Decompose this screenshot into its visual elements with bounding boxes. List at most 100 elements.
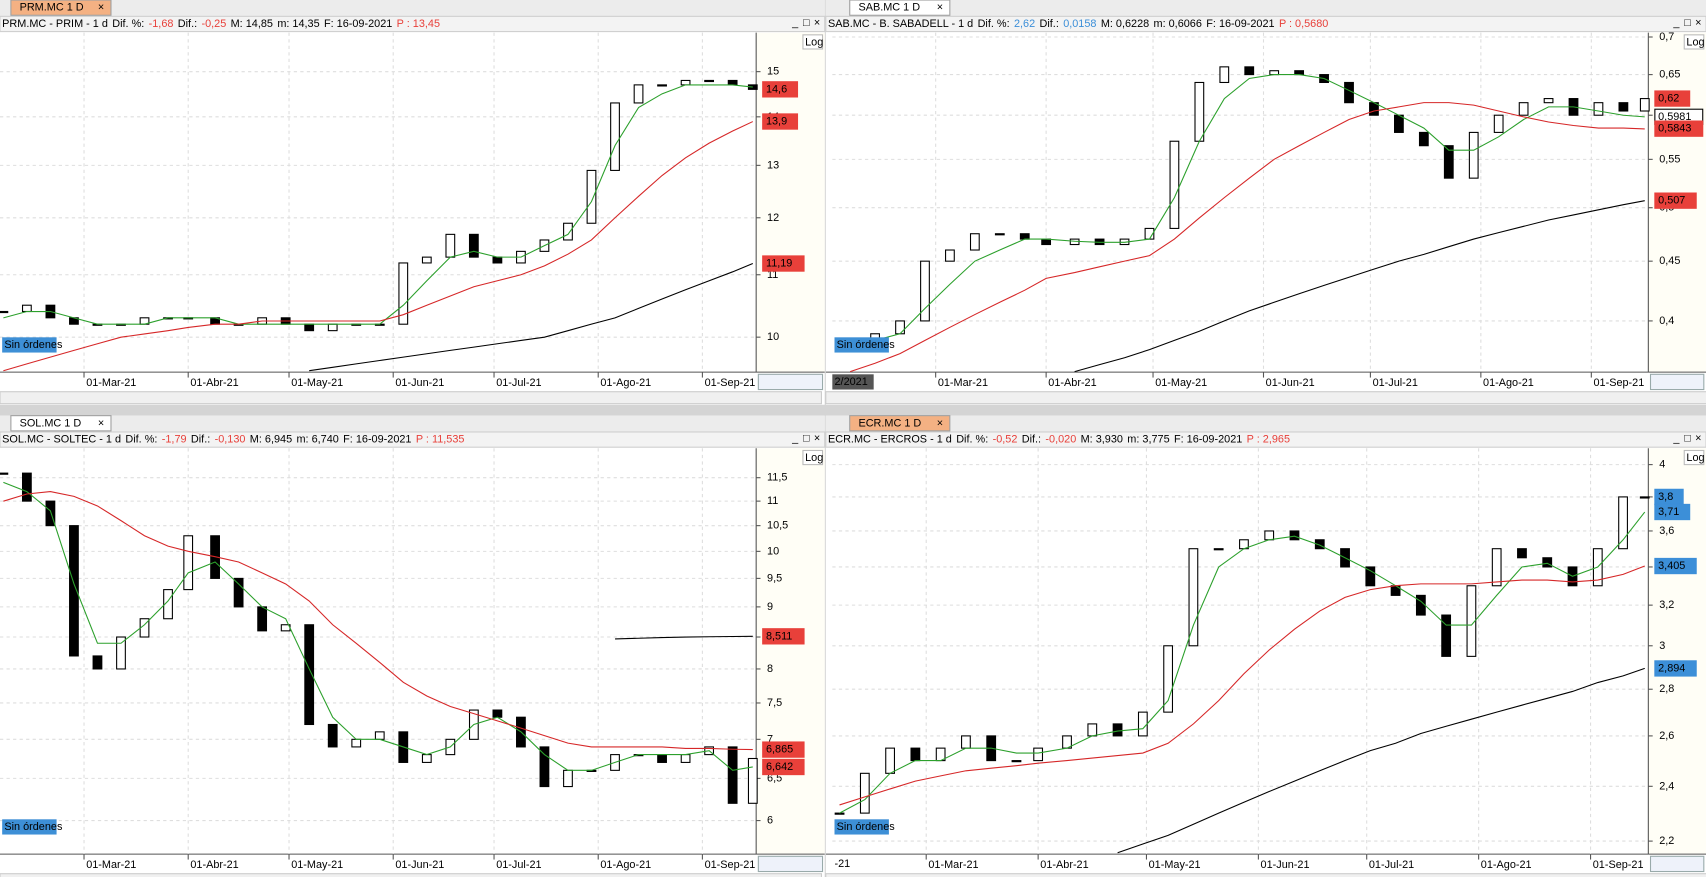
y-tick-label: 2,4 [1659,780,1674,792]
x-tick-label: 01-May-21 [291,377,343,389]
window-button[interactable]: × [1695,17,1701,29]
candle [1314,539,1325,550]
info-item: Dif. %: [978,18,1010,30]
info-item: m: 14,35 [277,18,319,30]
window-button[interactable]: □ [1684,17,1691,29]
candle [1112,723,1123,737]
window-button[interactable]: □ [803,17,810,29]
log-button[interactable] [1683,34,1705,50]
tab-close: × [937,2,943,14]
candle [1443,145,1454,179]
candle [1394,114,1404,133]
candle [1365,566,1376,587]
x-tick-label: 01-Ago-21 [1481,859,1532,871]
ma-line [849,102,1645,373]
window-button[interactable]: □ [1684,433,1691,445]
info-item: m: 0,6066 [1154,18,1202,30]
tab[interactable] [10,0,112,16]
tab[interactable] [10,415,112,432]
price-tag-label: 0,507 [1658,195,1685,207]
window-button[interactable]: _ [1672,17,1680,29]
x-tick-label: 01-Jul-21 [496,377,541,389]
window-button[interactable]: × [814,433,820,445]
tab[interactable] [849,415,951,432]
info-bar [825,431,1706,448]
toolbar[interactable] [757,855,824,873]
scrollbar[interactable] [825,391,1706,405]
panel [0,415,825,877]
tab-bar [0,0,825,17]
log-button-label: Log [805,452,823,464]
info-item: 0,0158 [1063,18,1096,30]
window-button[interactable]: □ [803,433,810,445]
window-button[interactable]: _ [1672,433,1680,445]
candle [1415,594,1426,616]
y-tick-label: 6 [767,815,773,827]
orders-badge[interactable] [834,337,889,353]
candle [374,731,385,740]
candle [45,500,56,527]
log-button[interactable] [802,449,824,466]
orders-badge[interactable] [2,819,57,835]
candle [859,772,870,814]
scrollbar[interactable] [825,873,1706,877]
info-item: F: 16-09-2021 [343,434,411,446]
price-tag [762,255,805,272]
candle [1468,131,1479,179]
orders-badge[interactable] [834,819,889,835]
scrollbar[interactable] [0,873,822,877]
candle [1618,102,1629,112]
y-tick-label: 7,5 [767,697,782,709]
cursor-label-box [832,374,874,390]
price-tag-label: 2,894 [1658,662,1685,674]
price-tag-label: 0,5843 [1658,123,1691,135]
info-item: -0,52 [993,434,1018,446]
candle [183,535,194,591]
y-tick-label: 10 [767,331,779,343]
info-bar [0,15,826,33]
info-item: Dif.: [191,434,210,446]
info-item: M: 3,930 [1081,434,1123,446]
info-item: PRM.MC - PRIM - 1 d [2,18,108,30]
info-item: P : 2,965 [1247,434,1290,446]
window-button[interactable]: × [1695,433,1701,445]
price-tag [762,628,805,645]
panel [825,415,1706,877]
log-button[interactable] [802,34,824,50]
window-button[interactable]: _ [791,17,799,29]
candle [1344,81,1354,104]
candle [747,757,758,804]
orders-badge[interactable] [2,337,57,353]
x-tick-label: 01-Jun-21 [395,377,444,389]
candle [1491,548,1502,587]
scrollbar[interactable] [0,391,822,405]
price-tag-label: 0,5981 [1658,111,1691,123]
tab-close: × [98,417,104,429]
toolbar[interactable] [1649,373,1705,391]
candle [945,249,955,262]
window-button[interactable]: × [814,17,820,29]
ma-line [839,511,1646,814]
log-button[interactable] [1683,449,1705,466]
window-button[interactable]: _ [791,433,799,445]
info-item: ECR.MC - ERCROS - 1 d [828,434,952,446]
candle [1289,530,1300,541]
candle [304,624,315,726]
info-item: -0,130 [215,434,246,446]
toolbar[interactable] [757,373,824,391]
price-tag-label: 3,8 [1658,491,1673,503]
toolbar[interactable] [1649,855,1705,873]
info-item: M: 0,6228 [1101,18,1149,30]
x-tick-label: 01-Ago-21 [1483,377,1534,389]
info-item: Dif.: [1040,18,1059,30]
tab[interactable] [849,0,951,16]
candle [327,323,338,332]
candle [1418,131,1429,147]
y-tick-label: 8 [767,663,773,675]
ma-line [3,121,754,372]
info-item: -0,020 [1045,434,1076,446]
candle [492,709,503,718]
x-tick-label: 01-Mar-21 [86,859,136,871]
tab-label: SAB.MC 1 D [858,2,920,14]
x-tick-label: 01-May-21 [1155,377,1207,389]
